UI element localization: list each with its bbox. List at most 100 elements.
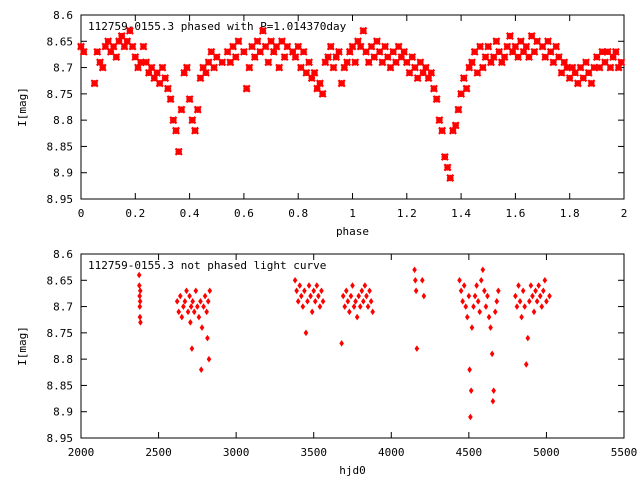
data-point bbox=[343, 287, 349, 295]
data-point bbox=[184, 287, 189, 295]
data-point bbox=[476, 42, 485, 51]
x-tick-label: 0.6 bbox=[234, 207, 254, 220]
x-tick-label: 1 bbox=[349, 207, 356, 220]
data-point bbox=[188, 303, 194, 310]
data-point bbox=[533, 287, 538, 295]
data-point bbox=[421, 63, 430, 72]
data-point bbox=[513, 292, 518, 300]
data-point bbox=[429, 84, 438, 93]
data-point bbox=[438, 126, 447, 135]
data-point bbox=[169, 116, 178, 125]
data-point bbox=[368, 298, 374, 305]
data-point bbox=[187, 292, 192, 300]
chart-phased: 8.6 8.65 8.7 8.75 8.8 8.85 8.9 8.95 0 0.2 0.4 0.6 0.… bbox=[16, 9, 627, 238]
data-point bbox=[316, 292, 321, 300]
data-point bbox=[326, 42, 335, 51]
data-point bbox=[280, 53, 289, 62]
data-point bbox=[106, 47, 115, 56]
data-point bbox=[315, 79, 324, 88]
data-point bbox=[391, 58, 400, 67]
data-point bbox=[544, 298, 549, 305]
data-point bbox=[516, 282, 521, 289]
data-point bbox=[389, 47, 398, 56]
data-point bbox=[381, 42, 390, 51]
data-point bbox=[277, 37, 286, 46]
data-point bbox=[601, 58, 609, 67]
data-point bbox=[93, 47, 102, 56]
data-point bbox=[451, 121, 460, 130]
data-point bbox=[303, 329, 309, 337]
chart-title: 112759-0155.3 not phased light curve bbox=[88, 259, 326, 272]
data-point bbox=[137, 282, 142, 289]
data-point bbox=[317, 303, 323, 310]
data-point bbox=[522, 42, 531, 51]
data-point bbox=[427, 68, 436, 77]
data-point bbox=[137, 313, 143, 321]
data-point bbox=[462, 84, 471, 93]
data-point bbox=[123, 37, 132, 46]
y-tick-label: 8.95 bbox=[47, 193, 74, 206]
data-point bbox=[484, 42, 493, 51]
data-point bbox=[541, 53, 550, 62]
data-point bbox=[394, 42, 403, 51]
data-point bbox=[179, 313, 185, 321]
data-point bbox=[288, 47, 297, 56]
data-point bbox=[505, 32, 514, 41]
data-point bbox=[185, 308, 191, 316]
data-point bbox=[137, 292, 142, 300]
data-point bbox=[519, 47, 528, 56]
data-point bbox=[503, 42, 512, 51]
data-point bbox=[467, 58, 476, 67]
data-point bbox=[353, 298, 358, 305]
data-point bbox=[174, 147, 183, 156]
y-tick-label: 8.7 bbox=[53, 62, 73, 75]
data-point bbox=[357, 303, 363, 310]
data-point bbox=[473, 68, 482, 77]
data-point bbox=[463, 303, 469, 310]
y-tick-label: 8.75 bbox=[47, 327, 74, 340]
data-point bbox=[295, 298, 301, 305]
data-point bbox=[300, 303, 306, 310]
data-point bbox=[242, 84, 251, 93]
data-point bbox=[359, 287, 365, 295]
data-point bbox=[514, 53, 523, 62]
x-tick-label: 1.8 bbox=[560, 207, 580, 220]
data-point bbox=[370, 308, 375, 316]
data-point bbox=[524, 53, 533, 62]
y-axis-label: I[mag] bbox=[16, 326, 29, 366]
data-point bbox=[365, 303, 371, 310]
data-point bbox=[137, 303, 143, 310]
data-point bbox=[582, 58, 590, 67]
data-point bbox=[258, 26, 267, 35]
data-point bbox=[592, 53, 601, 62]
data-point bbox=[375, 47, 384, 56]
data-point bbox=[424, 74, 433, 83]
data-point bbox=[128, 42, 137, 51]
x-axis-label: hjd0 bbox=[339, 464, 366, 477]
data-point bbox=[292, 276, 298, 284]
data-point bbox=[554, 53, 563, 62]
data-point bbox=[90, 79, 99, 88]
data-point bbox=[136, 58, 145, 67]
data-point bbox=[120, 42, 129, 51]
data-point bbox=[204, 58, 213, 67]
data-point bbox=[523, 361, 529, 368]
data-point bbox=[534, 298, 540, 305]
data-point bbox=[446, 173, 455, 182]
data-point bbox=[603, 47, 612, 56]
data-point bbox=[158, 63, 167, 72]
data-point bbox=[378, 58, 387, 67]
x-tick-label: 5500 bbox=[611, 446, 638, 459]
data-point bbox=[457, 276, 462, 284]
y-tick-label: 8.85 bbox=[47, 379, 74, 392]
data-point bbox=[413, 74, 422, 83]
data-point bbox=[264, 58, 273, 67]
data-point bbox=[188, 116, 197, 125]
data-point bbox=[161, 74, 170, 83]
data-point bbox=[134, 63, 142, 72]
data-point bbox=[410, 63, 419, 72]
data-point bbox=[457, 89, 466, 98]
plot-frame bbox=[80, 14, 625, 200]
data-point bbox=[539, 303, 545, 310]
